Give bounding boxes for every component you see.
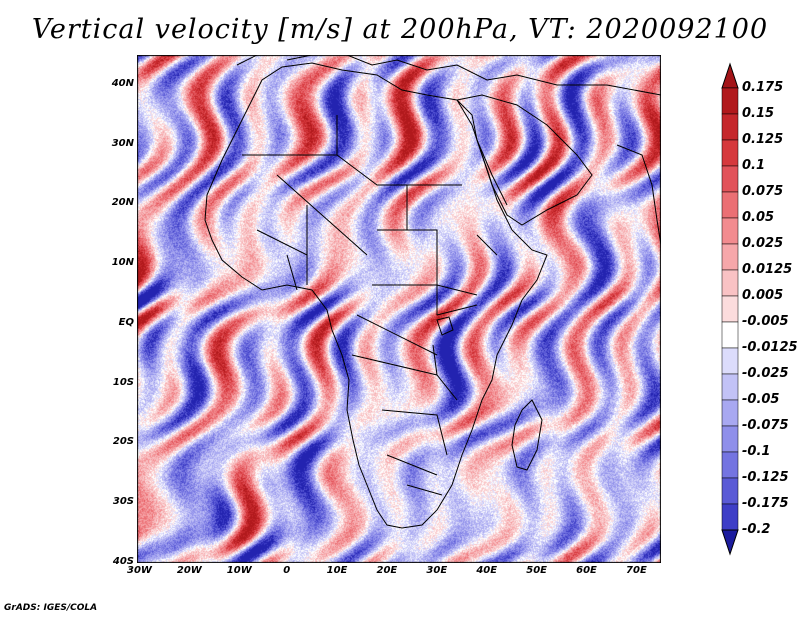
lake-tanganyika [432,344,438,376]
map-panel [137,55,661,563]
lon-tick-label: 10W [226,565,252,576]
lat-tick-label: EQ [118,316,134,328]
colorbar-level-label: 0.025 [742,236,784,251]
colorbar-swatch [721,295,739,323]
colorbar-level-label: 0.0125 [742,262,793,277]
colorbar-level-label: -0.2 [742,522,771,537]
lat-tick-label: 30S [112,496,134,508]
africa-coastline [204,62,548,529]
colorbar-swatch [721,269,739,297]
colorbar-level-label: -0.175 [742,496,789,511]
colorbar-level-label: -0.05 [742,392,780,407]
arabia-coastline [456,94,593,226]
colorbar-swatch [721,399,739,427]
colorbar-swatch [721,113,739,141]
colorbar-level-label: -0.025 [742,366,789,381]
lon-tick-label: 70E [626,565,647,576]
madagascar-coastline [511,399,543,471]
colorbar-swatch [721,477,739,505]
lon-tick-label: 20E [376,565,398,576]
colorbar-level-label: 0.005 [742,288,784,303]
lon-tick-label: 10E [326,565,348,576]
lon-tick-label: 40E [476,565,498,576]
coastline-overlay [204,55,661,529]
lat-tick-label: 10N [111,257,134,269]
lon-tick-label: 60E [576,565,597,576]
colorbar-top-arrow [721,62,739,89]
colorbar-swatch [721,165,739,193]
lat-tick-label: 40N [111,77,134,89]
lat-tick-label: 30N [111,137,134,149]
colorbar-swatch [721,503,739,531]
colorbar-level-label: 0.175 [742,80,784,95]
colorbar-level-label: 0.05 [742,210,775,225]
colorbar-level-label: -0.005 [742,314,789,329]
india-coastline [616,144,661,246]
colorbar-level-label: -0.1 [742,444,771,459]
colorbar-swatch [721,347,739,375]
lat-tick-label: 10S [112,376,134,388]
lat-tick-label: 20N [111,197,134,209]
colorbar-level-label: -0.0125 [742,340,798,355]
colorbar-swatch [721,87,739,115]
lake-victoria [436,316,454,336]
lat-tick-label: 20S [112,436,134,448]
colorbar-swatch [721,191,739,219]
colorbar-swatch [721,425,739,453]
grads-credit: GrADS: IGES/COLA [4,603,98,613]
lon-tick-label: 30E [426,565,448,576]
plot-title: Vertical velocity [m/s] at 200hPa, VT: 2… [31,14,769,45]
lon-tick-label: 20W [176,565,202,576]
colorbar-swatch [721,321,739,349]
colorbar-level-label: 0.15 [742,106,775,121]
colorbar-swatch [721,217,739,245]
colorbar-level-label: -0.075 [742,418,789,433]
colorbar-level-label: 0.075 [742,184,784,199]
colorbar-level-label: -0.125 [742,470,789,485]
lon-tick-label: 30W [127,565,152,576]
lon-tick-label: 0 [283,565,291,576]
border-lines [242,115,498,496]
lon-tick-label: 50E [526,565,547,576]
colorbar-swatch [721,139,739,167]
colorbar-swatch [721,243,739,271]
country-borders [204,55,661,529]
colorbar-swatch [721,451,739,479]
red-sea-coast [476,139,508,206]
lat-tick-label: 40S [112,556,134,567]
europe-coastline [236,55,661,96]
colorbar-bottom-arrow [721,529,739,556]
velocity-field [137,55,661,563]
colorbar-level-label: 0.125 [742,132,784,147]
colorbar-swatch [721,373,739,401]
colorbar-level-label: 0.1 [742,158,766,173]
